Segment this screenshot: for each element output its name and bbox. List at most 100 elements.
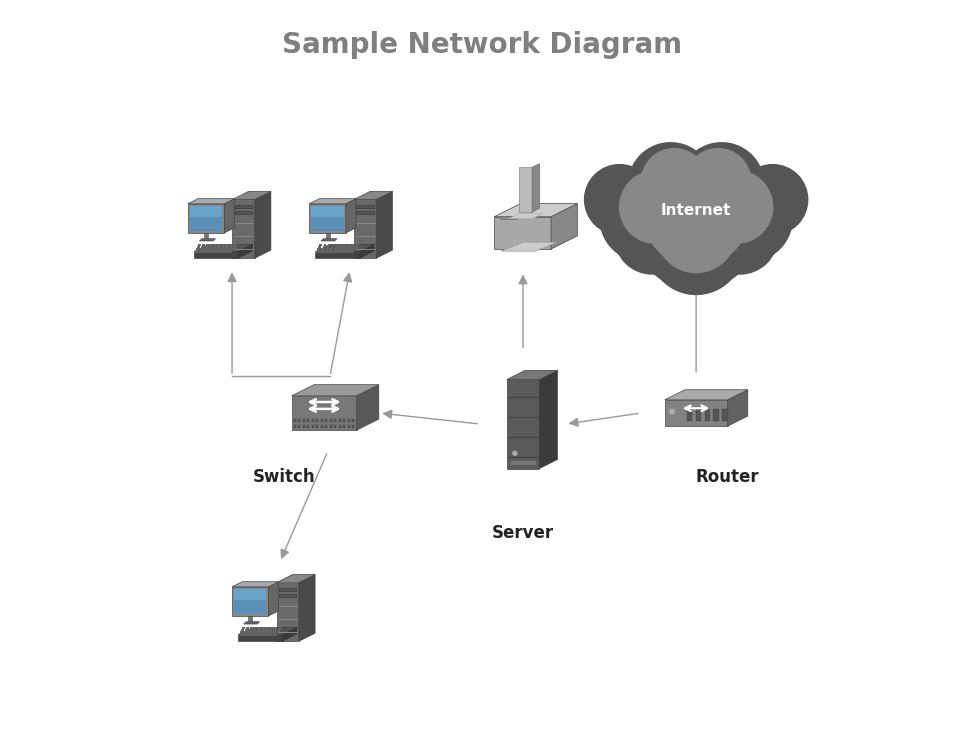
- Polygon shape: [244, 632, 247, 634]
- Polygon shape: [257, 632, 260, 634]
- Polygon shape: [330, 248, 333, 251]
- Polygon shape: [200, 248, 203, 251]
- Circle shape: [615, 198, 690, 274]
- Polygon shape: [507, 370, 558, 379]
- Polygon shape: [308, 419, 310, 422]
- Polygon shape: [356, 244, 359, 247]
- Polygon shape: [264, 632, 267, 634]
- Polygon shape: [209, 246, 212, 249]
- Polygon shape: [277, 632, 280, 634]
- Polygon shape: [233, 191, 271, 200]
- Polygon shape: [345, 199, 356, 233]
- Polygon shape: [246, 627, 249, 630]
- Polygon shape: [283, 627, 297, 641]
- Polygon shape: [258, 630, 261, 632]
- Polygon shape: [325, 419, 327, 422]
- Polygon shape: [268, 632, 271, 634]
- Polygon shape: [347, 244, 350, 247]
- Polygon shape: [200, 238, 215, 241]
- Polygon shape: [234, 211, 252, 214]
- Polygon shape: [234, 244, 237, 247]
- Polygon shape: [321, 248, 324, 251]
- Polygon shape: [352, 425, 354, 428]
- Polygon shape: [232, 582, 279, 587]
- Polygon shape: [270, 627, 273, 630]
- Polygon shape: [234, 589, 266, 600]
- Polygon shape: [356, 211, 373, 214]
- Polygon shape: [339, 425, 341, 428]
- Polygon shape: [254, 627, 257, 630]
- Polygon shape: [261, 632, 263, 634]
- Polygon shape: [319, 244, 322, 247]
- Polygon shape: [334, 248, 337, 251]
- Polygon shape: [248, 616, 253, 624]
- Polygon shape: [208, 248, 211, 251]
- Polygon shape: [216, 248, 219, 251]
- Polygon shape: [262, 630, 264, 632]
- Polygon shape: [231, 244, 234, 247]
- Circle shape: [600, 174, 687, 261]
- Polygon shape: [205, 233, 208, 240]
- Circle shape: [685, 148, 751, 215]
- Polygon shape: [217, 246, 220, 249]
- Polygon shape: [310, 203, 345, 233]
- Polygon shape: [273, 630, 276, 632]
- Polygon shape: [323, 244, 326, 247]
- Polygon shape: [355, 246, 358, 249]
- Polygon shape: [334, 425, 337, 428]
- Polygon shape: [340, 244, 343, 247]
- Polygon shape: [294, 419, 296, 422]
- Polygon shape: [327, 244, 330, 247]
- Polygon shape: [303, 425, 305, 428]
- Polygon shape: [501, 242, 558, 251]
- Polygon shape: [240, 632, 243, 634]
- Polygon shape: [312, 425, 314, 428]
- Circle shape: [656, 192, 736, 273]
- Text: Switch: Switch: [252, 469, 315, 486]
- Polygon shape: [510, 460, 536, 466]
- Polygon shape: [354, 200, 376, 259]
- Text: Sample Network Diagram: Sample Network Diagram: [283, 31, 682, 59]
- Polygon shape: [188, 203, 224, 233]
- Polygon shape: [360, 244, 374, 258]
- Polygon shape: [298, 425, 300, 428]
- Polygon shape: [230, 246, 233, 249]
- Polygon shape: [713, 409, 719, 422]
- Polygon shape: [342, 248, 345, 251]
- Polygon shape: [233, 248, 235, 251]
- Polygon shape: [298, 419, 300, 422]
- Polygon shape: [255, 191, 271, 259]
- Polygon shape: [201, 246, 204, 249]
- Polygon shape: [277, 583, 299, 641]
- Polygon shape: [356, 384, 379, 430]
- Polygon shape: [190, 206, 222, 217]
- Polygon shape: [242, 627, 245, 630]
- Polygon shape: [291, 384, 379, 396]
- Polygon shape: [316, 252, 360, 258]
- Polygon shape: [330, 425, 332, 428]
- Polygon shape: [272, 632, 275, 634]
- Polygon shape: [317, 425, 318, 428]
- Polygon shape: [194, 244, 253, 252]
- Polygon shape: [320, 425, 323, 428]
- Polygon shape: [294, 425, 296, 428]
- Polygon shape: [339, 419, 341, 422]
- Polygon shape: [210, 244, 213, 247]
- Polygon shape: [277, 574, 316, 583]
- Circle shape: [632, 161, 760, 289]
- Polygon shape: [334, 419, 337, 422]
- Polygon shape: [279, 627, 282, 630]
- Polygon shape: [347, 419, 350, 422]
- Polygon shape: [509, 214, 543, 219]
- Polygon shape: [312, 419, 314, 422]
- Polygon shape: [728, 390, 748, 426]
- Circle shape: [644, 162, 749, 267]
- Polygon shape: [265, 630, 268, 632]
- Polygon shape: [494, 217, 551, 249]
- Polygon shape: [248, 632, 251, 634]
- Polygon shape: [198, 244, 201, 247]
- Polygon shape: [354, 248, 357, 251]
- Polygon shape: [551, 203, 577, 249]
- Polygon shape: [519, 168, 532, 212]
- Polygon shape: [299, 574, 316, 641]
